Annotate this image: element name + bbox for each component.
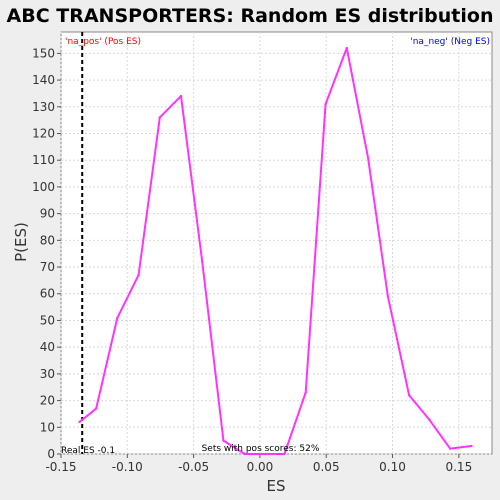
es-data-point bbox=[345, 46, 348, 50]
neg-es-label: 'na_neg' (Neg ES) bbox=[410, 37, 490, 47]
x-tick-label: 0.00 bbox=[247, 460, 274, 474]
es-data-point bbox=[304, 391, 307, 394]
es-data-point bbox=[243, 452, 246, 456]
es-data-point bbox=[94, 407, 98, 410]
x-tick-label: 0.05 bbox=[313, 460, 340, 474]
y-tick-label: 90 bbox=[40, 207, 55, 221]
chart-title: ABC TRANSPORTERS: Random ES distribution bbox=[7, 5, 494, 27]
x-tick-label: -0.05 bbox=[178, 460, 209, 474]
plot-area bbox=[60, 31, 493, 455]
es-data-point bbox=[158, 116, 161, 119]
pos-es-label: 'na_pos' (Pos ES) bbox=[65, 37, 141, 47]
y-tick-label: 80 bbox=[40, 233, 55, 247]
es-data-point bbox=[137, 273, 140, 277]
es-data-point bbox=[283, 452, 286, 456]
y-tick-label: 140 bbox=[32, 73, 55, 87]
es-data-point bbox=[222, 439, 225, 442]
es-data-point bbox=[116, 316, 119, 319]
y-tick-label: 70 bbox=[40, 260, 55, 274]
es-data-point bbox=[470, 444, 473, 448]
y-tick-label: 150 bbox=[32, 46, 55, 60]
y-tick-label: 110 bbox=[32, 153, 55, 167]
es-data-point bbox=[78, 420, 81, 424]
es-data-point bbox=[264, 452, 268, 456]
y-tick-label: 20 bbox=[40, 394, 55, 408]
y-tick-label: 50 bbox=[40, 313, 55, 327]
es-data-point bbox=[386, 295, 390, 298]
es-series-line bbox=[78, 47, 472, 455]
es-data-point bbox=[366, 156, 370, 159]
y-tick-label: 30 bbox=[40, 367, 55, 381]
real-es-label: Real ES -0.1 bbox=[61, 446, 115, 456]
y-tick-label: 40 bbox=[40, 340, 55, 354]
es-data-point bbox=[324, 102, 327, 106]
y-tick-label: 60 bbox=[40, 287, 55, 301]
es-data-point bbox=[201, 260, 204, 263]
x-tick-label: 0.15 bbox=[445, 460, 472, 474]
y-tick-label: 120 bbox=[32, 126, 55, 140]
pos-scores-label: Sets with pos scores: 52% bbox=[202, 444, 320, 454]
x-tick-label: -0.10 bbox=[112, 460, 143, 474]
x-axis-title: ES bbox=[267, 477, 286, 495]
series-layer bbox=[78, 46, 473, 456]
y-tick-label: 130 bbox=[32, 100, 55, 114]
y-tick-label: 100 bbox=[32, 180, 55, 194]
es-data-point bbox=[449, 447, 452, 450]
axes: 0 10 20 30 40 50 60 70 80 90 100 110 120 130 140 150 -0.… bbox=[32, 46, 472, 474]
es-data-point bbox=[427, 418, 431, 421]
x-tick-label: -0.15 bbox=[45, 460, 76, 474]
es-data-point bbox=[179, 94, 183, 98]
y-axis-title: P(ES) bbox=[12, 222, 30, 262]
y-tick-label: 0 bbox=[47, 447, 55, 461]
x-tick-label: 0.10 bbox=[379, 460, 406, 474]
y-tick-label: 10 bbox=[40, 420, 55, 434]
es-data-point bbox=[407, 394, 411, 397]
